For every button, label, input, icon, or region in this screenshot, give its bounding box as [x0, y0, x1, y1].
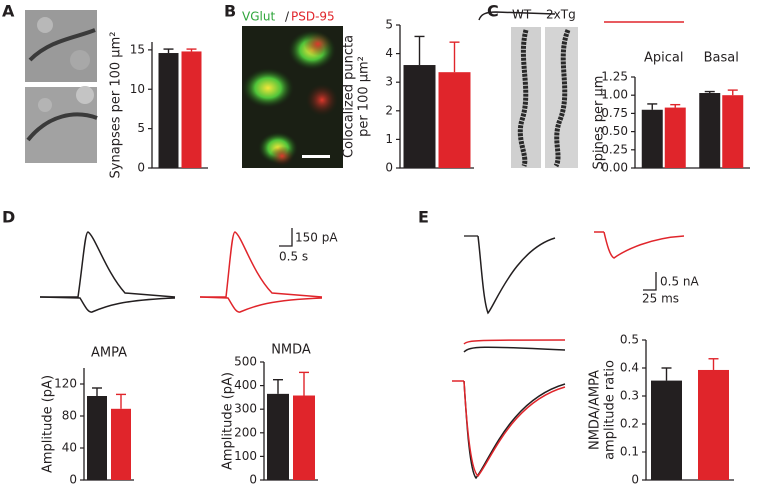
y-tick-label: 80: [62, 409, 77, 423]
bar: [698, 369, 729, 480]
category-label: Basal: [704, 51, 739, 66]
panel-label: E: [418, 208, 429, 227]
y-tick-label: 0.00: [601, 161, 628, 175]
bar: [267, 393, 289, 480]
y-tick-label: 120: [54, 377, 77, 391]
panel-label: B: [224, 2, 236, 21]
category-label: Apical: [644, 51, 683, 66]
bar: [664, 107, 686, 168]
bar: [641, 109, 663, 168]
y-tick-label: 15: [130, 42, 145, 56]
y-tick-label: 0: [385, 161, 393, 175]
y-tick-label: 0.1: [620, 445, 639, 459]
bar: [699, 93, 721, 168]
y-tick-label: 100: [234, 449, 257, 463]
y-tick-label: 1.00: [601, 88, 628, 102]
chart-title: AMPA: [91, 346, 127, 361]
scale-label: 25 ms: [642, 292, 679, 306]
genotype-label: 2xTg: [546, 8, 576, 22]
y-tick-label: 0.3: [620, 389, 639, 403]
y-tick-label: 5: [385, 18, 393, 32]
y-tick-label: 400: [234, 378, 257, 392]
bar: [651, 380, 682, 480]
y-axis-label: Synapses per 100 μm²: [109, 32, 124, 179]
y-axis-label: Amplitude (pA): [41, 375, 56, 473]
y-axis-label: amplitude ratio: [603, 360, 618, 460]
y-tick-label: 0.25: [601, 142, 628, 156]
bar: [722, 95, 744, 168]
y-tick-label: 0: [137, 161, 145, 175]
bar: [403, 65, 436, 168]
y-axis-label: Spines per μm: [592, 76, 607, 170]
y-tick-label: 0.75: [601, 106, 628, 120]
bar: [87, 396, 107, 480]
y-axis-label: per 100 μm²: [357, 56, 372, 137]
current-traces: [39, 11, 685, 480]
y-tick-label: 500: [234, 355, 257, 369]
panel-label: D: [2, 208, 15, 227]
y-axis-label: Amplitude (pA): [221, 372, 236, 470]
y-tick-label: 1.25: [601, 70, 628, 84]
y-axis-label: Colocalized puncta: [342, 35, 357, 158]
em-images: [25, 10, 98, 163]
y-axis-label: NMDA/AMPA: [588, 370, 603, 450]
y-tick-label: 200: [234, 425, 257, 439]
fluorescence-image: [242, 26, 343, 168]
panel-label: A: [2, 2, 15, 21]
scale-label: 0.5 nA: [660, 275, 700, 289]
scale-label: 0.5 s: [279, 250, 308, 264]
bar: [181, 51, 202, 169]
chart-title: NMDA: [271, 343, 311, 358]
bar: [111, 408, 131, 480]
y-tick-label: 1: [385, 132, 393, 146]
bar: [438, 72, 471, 168]
panel-label: C: [487, 2, 499, 21]
bar: [293, 395, 315, 480]
scale-label: 150 pA: [295, 231, 338, 245]
stain-label: VGlut: [242, 10, 275, 24]
stain-label: PSD-95: [291, 10, 335, 24]
y-tick-label: 4: [385, 46, 393, 60]
dendrite-images: [511, 27, 578, 168]
stain-label: /: [285, 10, 290, 24]
y-tick-label: 0.4: [620, 361, 639, 375]
genotype-label: WT: [512, 8, 532, 22]
y-tick-label: 0: [249, 473, 257, 487]
y-tick-label: 0: [631, 473, 639, 487]
y-tick-label: 40: [62, 441, 77, 455]
y-tick-label: 2: [385, 103, 393, 117]
y-tick-label: 0.50: [601, 124, 628, 138]
y-tick-label: 300: [234, 402, 257, 416]
y-tick-label: 0.5: [620, 333, 639, 347]
y-tick-label: 10: [130, 82, 145, 96]
bar: [158, 53, 179, 168]
y-tick-label: 0: [69, 473, 77, 487]
y-tick-label: 0.2: [620, 417, 639, 431]
y-tick-label: 5: [137, 121, 145, 135]
y-tick-label: 3: [385, 75, 393, 89]
